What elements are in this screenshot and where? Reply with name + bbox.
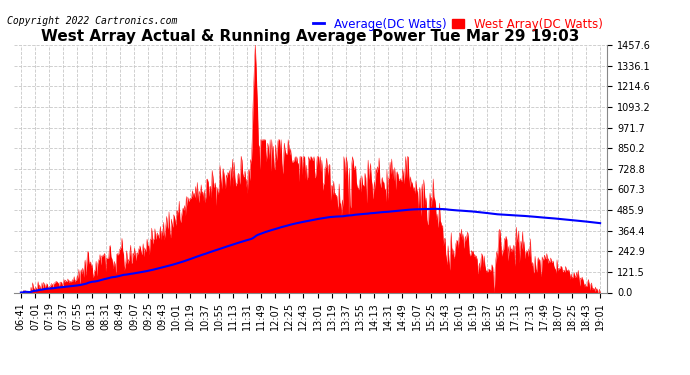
Legend: Average(DC Watts), West Array(DC Watts): Average(DC Watts), West Array(DC Watts) <box>308 13 607 35</box>
Title: West Array Actual & Running Average Power Tue Mar 29 19:03: West Array Actual & Running Average Powe… <box>41 29 580 44</box>
Text: Copyright 2022 Cartronics.com: Copyright 2022 Cartronics.com <box>7 16 177 26</box>
